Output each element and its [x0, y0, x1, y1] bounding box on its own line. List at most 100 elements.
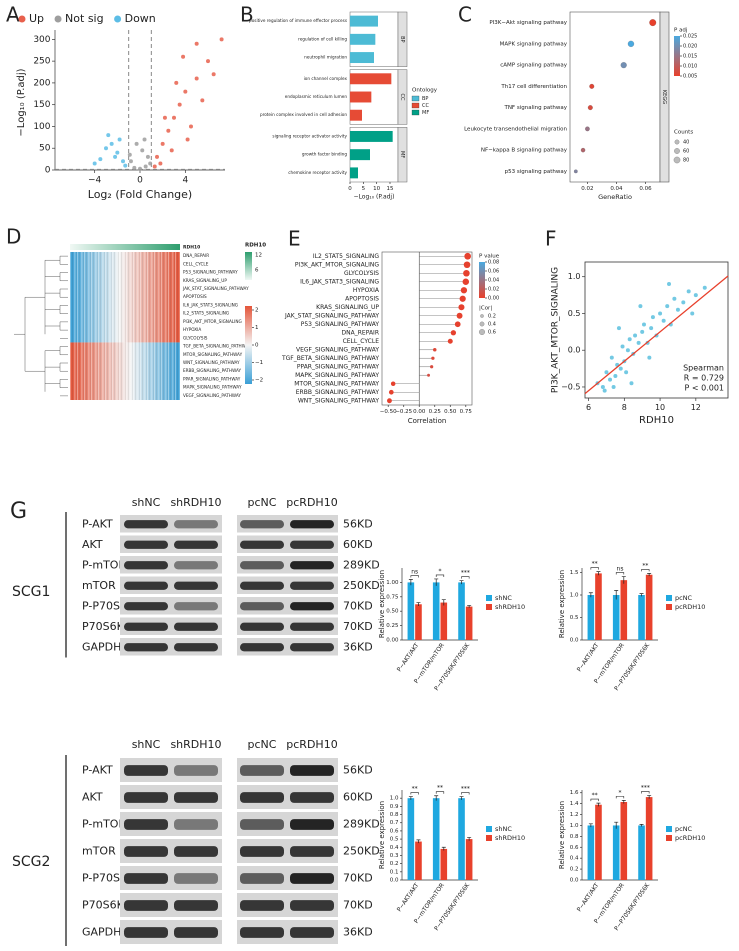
error-bar — [588, 592, 593, 598]
point — [152, 164, 157, 169]
blot-band — [290, 520, 334, 529]
category-label: protein complex involved in cell adhesio… — [260, 112, 347, 117]
y-tick-label: 0.6 — [390, 828, 399, 834]
blot-band — [240, 900, 284, 911]
point — [169, 148, 174, 153]
y-tick-label: 0.0 — [570, 878, 579, 884]
dot — [458, 304, 465, 311]
category-label: P53_SIGNALING_PATHWAY — [301, 321, 380, 328]
dot — [459, 295, 466, 302]
blot-band — [290, 873, 334, 884]
size-label: 60KD — [343, 791, 373, 804]
bar — [645, 797, 653, 880]
category-label: MAPK signaling pathway — [500, 41, 568, 47]
row-label: JAK_STAT_SIGNALING_PATHWAY — [182, 286, 249, 291]
protein-label: P70S6K — [82, 899, 125, 912]
category-label: neutrophil migration — [304, 55, 347, 60]
blot-band — [174, 927, 218, 938]
y-tick-label: 0.0 — [570, 638, 579, 644]
significance-bracket — [590, 567, 599, 570]
significance-label: *** — [461, 786, 470, 793]
protein-label: P-AKT — [82, 764, 113, 777]
y-tick-label: 0.50 — [386, 609, 399, 615]
point — [604, 370, 609, 375]
point — [98, 157, 103, 162]
point — [194, 76, 199, 81]
blot-band — [174, 900, 218, 911]
legend-swatch — [486, 595, 492, 601]
scale-tick-label: −2 — [255, 378, 263, 384]
color-tick-label: 0.04 — [488, 278, 499, 284]
category-label: WNT_SIGNALING_PATHWAY — [298, 397, 379, 404]
annotation-color-bar — [245, 252, 252, 280]
size-swatch — [479, 329, 485, 335]
category-label: growth factor binding — [302, 152, 347, 157]
row-label: IL2_STAT5_SIGNALING — [183, 311, 229, 316]
y-tick-label: 150 — [33, 100, 50, 110]
legend-swatch — [411, 102, 420, 109]
size-label: 60KD — [343, 538, 373, 551]
point — [162, 115, 167, 120]
y-axis-title: Relative expression — [378, 570, 386, 638]
bar — [350, 73, 392, 85]
point — [155, 154, 159, 159]
blot-band — [124, 602, 168, 611]
protein-label: P-AKT — [82, 517, 113, 530]
dot — [433, 348, 437, 352]
scale-tick-label: 2 — [255, 308, 259, 314]
panel-label: A — [6, 3, 20, 27]
significance-label: ** — [642, 562, 648, 569]
legend-label: Down — [125, 12, 156, 25]
point — [675, 307, 680, 312]
x-axis-title: Correlation — [408, 417, 447, 425]
heatmap-texture — [70, 252, 180, 343]
y-tick-label: 50 — [39, 144, 51, 154]
point — [602, 388, 607, 393]
category-label: NF−kappa B signaling pathway — [481, 148, 568, 154]
size-label: 289KD — [343, 558, 380, 571]
x-tick-label: 15 — [387, 186, 394, 192]
y-tick-label: 0.8 — [390, 812, 399, 818]
color-tick-label: 0.005 — [683, 74, 697, 80]
scale-tick-label: −1 — [255, 360, 263, 366]
bar — [612, 825, 620, 880]
row-label: DNA_REPAIR — [183, 253, 209, 258]
category-label: TGF_BETA_SIGNALING_PATHWAY — [281, 355, 379, 362]
legend-swatch — [54, 15, 62, 23]
facet-strip — [659, 11, 670, 183]
category-label: PI3K_AKT_MTOR_SIGNALING — [295, 261, 380, 268]
row-label: MAPK_SIGNALING_PATHWAY — [183, 385, 242, 390]
error-bar — [459, 580, 464, 585]
scale-tick-label: 0 — [255, 343, 259, 349]
x-tick-label: 0.75 — [460, 409, 473, 415]
error-bar — [441, 846, 446, 851]
row-label: HYPOXIA — [183, 327, 201, 332]
lane-label: shRDH10 — [170, 738, 221, 751]
dot — [460, 287, 468, 294]
point — [629, 381, 634, 386]
point — [219, 37, 224, 42]
point — [665, 304, 670, 309]
lane-label: shRDH10 — [170, 496, 221, 509]
size-label: 0.6 — [488, 330, 496, 336]
scale-tick-label: 1 — [255, 325, 259, 331]
point — [185, 137, 190, 142]
category-label: p53 signaling pathway — [505, 169, 568, 175]
category-label: signaling receptor activator activity — [272, 133, 347, 138]
y-tick-label: 1.0 — [570, 593, 579, 599]
x-tick-label: P−AKT/AKT — [396, 882, 421, 913]
blot-band — [240, 622, 284, 631]
bar — [612, 595, 620, 640]
significance-label: * — [439, 568, 442, 575]
bar — [440, 602, 448, 640]
x-tick-label: −4 — [88, 176, 102, 186]
bar — [350, 91, 372, 103]
cell-line-label: SCG2 — [12, 854, 50, 870]
y-tick-label: 0.7 — [390, 820, 399, 826]
size-label: 36KD — [343, 926, 373, 939]
bar — [415, 604, 422, 640]
legend-swatch — [666, 595, 672, 601]
point — [693, 293, 698, 298]
error-bar — [621, 800, 626, 804]
point — [127, 152, 132, 157]
